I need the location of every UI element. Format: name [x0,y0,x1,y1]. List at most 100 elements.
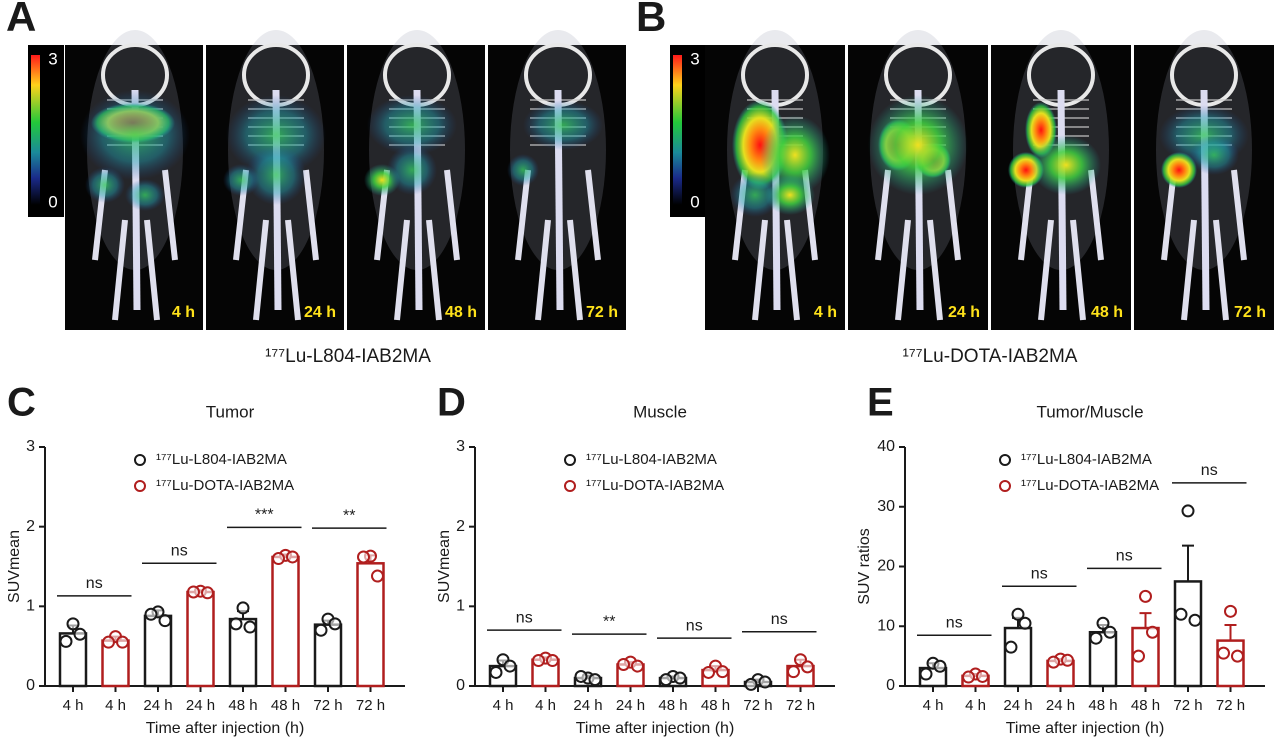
uptake [387,145,437,195]
bar [143,614,173,688]
legend-label: ¹⁷⁷Lu-L804-IAB2MA [586,451,717,468]
legs [1161,169,1247,321]
data-point [787,665,800,679]
x-tick-label: 48 h [658,697,687,714]
uptake [80,90,190,180]
data-point [357,550,370,564]
data-point [66,617,80,631]
data-point [1139,589,1152,603]
data-point [1018,616,1032,630]
data-point [919,667,933,681]
legend-label: ¹⁷⁷Lu-L804-IAB2MA [156,451,287,468]
legend-marker [134,480,146,492]
data-point [1004,640,1018,654]
x-tick-label: 72 h [313,697,342,714]
data-point [673,671,687,685]
y-tick-label: 1 [26,598,35,615]
uptake [507,154,539,186]
x-tick-label: 48 h [228,697,257,714]
x-tick-label: 4 h [923,697,944,714]
caption: ¹⁷⁷Lu-DOTA-IAB2MA [903,346,1078,367]
data-point [588,673,602,687]
time-label: 48 h [445,304,477,321]
data-point [243,620,257,634]
legs [92,169,178,321]
x-tick-label: 48 h [271,697,300,714]
panel-label: A [6,0,36,40]
colorbar-label: 3 [690,49,699,68]
significance-label: ns [86,575,103,592]
x-tick-label: 4 h [493,697,514,714]
x-tick-label: 4 h [965,697,986,714]
significance-label: ns [516,609,533,626]
data-point [328,617,342,631]
data-point [73,627,87,641]
legend-label: ¹⁷⁷Lu-DOTA-IAB2MA [586,477,724,494]
data-point [1224,604,1237,618]
data-point [314,623,328,637]
data-point [659,673,673,687]
data-point [1174,607,1188,621]
significance-label: ns [1031,566,1048,583]
significance-label: ns [1201,462,1218,479]
data-point [976,669,989,683]
chart-title: Tumor/Muscle [1036,402,1143,421]
data-point [201,586,214,600]
legend-marker [564,480,576,492]
data-point [1089,631,1103,645]
data-point [371,569,384,583]
x-axis-title: Time after injection (h) [576,720,735,737]
legend-marker [134,454,146,466]
scan-image: 24 h [848,30,988,330]
y-tick-label: 0 [456,677,465,694]
data-point [702,665,715,679]
x-tick-label: 24 h [143,697,172,714]
uptake [523,100,603,150]
x-tick-label: 24 h [573,697,602,714]
y-tick-label: 3 [26,438,35,455]
legs [374,169,460,321]
time-label: 4 h [172,304,195,321]
panel-label: E [867,381,894,425]
uptake [367,95,457,155]
data-point [144,607,158,621]
x-tick-label: 48 h [701,697,730,714]
bar [313,623,343,688]
data-point [286,550,299,564]
significance-label: ns [686,617,703,634]
scan-image: 72 h [488,30,626,330]
x-axis-title: Time after injection (h) [146,720,305,737]
scan-image: 4 h [65,30,203,330]
data-point [532,654,545,668]
data-point [801,660,814,674]
significance-label: *** [255,507,274,524]
scan-image: 72 h [1134,30,1274,330]
colorbar-label: 3 [48,49,57,68]
scan-image: 48 h [347,30,485,330]
error-bar [1224,624,1237,641]
caption: ¹⁷⁷Lu-L804-IAB2MA [265,346,431,367]
chart-title: Muscle [633,402,687,421]
data-point [1132,649,1145,663]
data-point [631,659,644,673]
x-tick-label: 24 h [1003,697,1032,714]
significance-label: ** [603,613,615,630]
bar [271,555,300,688]
time-label: 48 h [1091,304,1123,321]
scan-image: 24 h [206,30,344,330]
panel-label: B [636,0,666,40]
data-point [574,669,588,683]
data-point [962,670,975,684]
data-point [102,635,115,649]
data-point [116,635,129,649]
uptake [1189,135,1239,175]
data-point [187,585,200,599]
data-point [716,665,729,679]
data-point [744,677,758,691]
x-tick-label: 24 h [186,697,215,714]
data-point [1181,504,1195,518]
y-tick-label: 10 [877,617,895,634]
data-point [236,601,250,615]
